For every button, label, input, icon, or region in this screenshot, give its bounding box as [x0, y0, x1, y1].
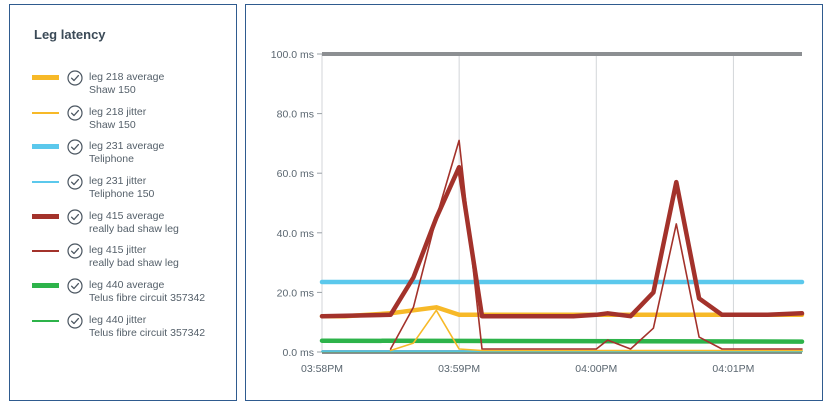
- x-tick-label: 04:00PM: [575, 363, 617, 375]
- legend-swatch: [32, 213, 59, 219]
- legend-label: leg 218 average Shaw 150: [89, 71, 164, 97]
- legend-panel: Leg latency leg 218 average Shaw 150 leg 2…: [9, 4, 237, 401]
- legend-series-leg: Telus fibre circuit 357342: [89, 326, 206, 339]
- series-line-leg-415-average[interactable]: [319, 164, 805, 319]
- x-tick-label: 03:59PM: [438, 363, 480, 375]
- y-tick-label: 100.0 ms: [271, 49, 314, 61]
- legend-title: Leg latency: [34, 27, 106, 42]
- latency-chart: 0.0 ms 20.0 ms 40.0 ms 60.0 ms 80.0 ms 100.0 …: [271, 49, 805, 375]
- grid-layer: [321, 54, 734, 352]
- y-tick-label: 40.0 ms: [277, 228, 314, 240]
- legend-series-name: leg 231 average: [89, 140, 165, 153]
- legend-swatch: [32, 283, 59, 289]
- legend-swatch: [32, 250, 59, 253]
- x-tick-label: 03:58PM: [301, 363, 343, 375]
- y-tick-label: 60.0 ms: [277, 168, 314, 180]
- checkmark-circle-icon[interactable]: [67, 243, 83, 260]
- series-line-leg-218-jitter[interactable]: [389, 309, 803, 352]
- y-tick-label: 0.0 ms: [282, 347, 314, 359]
- series-line-leg-440-average[interactable]: [319, 338, 805, 344]
- legend-series-name: leg 440 average: [89, 279, 165, 292]
- checkmark-circle-icon[interactable]: [67, 313, 83, 329]
- legend-series-name: leg 218 jitter: [89, 105, 147, 118]
- legend-series-name: leg 218 average: [89, 71, 165, 83]
- legend-series-leg: Shaw 150: [89, 118, 136, 131]
- checkmark-circle-icon[interactable]: [67, 139, 83, 155]
- legend-label: leg 231 jitter Teliphone 150: [89, 175, 154, 201]
- series-layer: [319, 139, 805, 353]
- legend-label: leg 231 average Teliphone: [89, 140, 164, 166]
- legend-label: leg 415 jitter really bad shaw leg: [89, 244, 179, 270]
- legend-label: leg 218 jitter Shaw 150: [89, 106, 146, 132]
- legend-series-name: leg 415 average: [89, 209, 165, 222]
- legend-series-name: leg 231 jitter: [89, 175, 147, 188]
- checkmark-circle-icon[interactable]: [67, 105, 83, 121]
- axis-layer: 0.0 ms 20.0 ms 40.0 ms 60.0 ms 80.0 ms 100.0 …: [271, 49, 802, 375]
- checkmark-circle-icon[interactable]: [67, 209, 83, 225]
- legend-series-leg: really bad shaw leg: [89, 222, 179, 235]
- y-tick-label: 20.0 ms: [277, 287, 314, 299]
- legend-swatch: [32, 181, 59, 184]
- legend-series-leg: really bad shaw leg: [89, 257, 179, 270]
- y-tick-label: 80.0 ms: [277, 109, 314, 121]
- legend-label: leg 440 jitter Telus fibre circuit 357342: [89, 314, 205, 340]
- legend-swatch: [32, 319, 59, 322]
- legend-label: leg 415 average really bad shaw leg: [89, 210, 179, 236]
- chart-panel: 0.0 ms 20.0 ms 40.0 ms 60.0 ms 80.0 ms 100.0 …: [245, 4, 823, 401]
- legend-swatch: [32, 75, 59, 80]
- legend-series-name: leg 415 jitter: [89, 244, 147, 257]
- x-tick-label: 04:01PM: [712, 363, 754, 375]
- legend-swatch: [32, 111, 59, 114]
- legend-series-leg: Shaw 150: [89, 84, 136, 96]
- legend-series-leg: Telus fibre circuit 357342: [89, 292, 206, 305]
- legend-label: leg 440 average Telus fibre circuit 35734…: [89, 279, 205, 305]
- legend-series-name: leg 440 jitter: [89, 313, 147, 326]
- checkmark-circle-icon[interactable]: [67, 278, 83, 294]
- checkmark-circle-icon[interactable]: [67, 70, 83, 86]
- legend-series-leg: Teliphone 150: [89, 188, 155, 201]
- legend-swatch: [32, 144, 59, 150]
- checkmark-circle-icon[interactable]: [67, 174, 83, 190]
- legend-series-leg: Teliphone: [89, 153, 134, 166]
- series-line-leg-415-jitter[interactable]: [389, 139, 803, 350]
